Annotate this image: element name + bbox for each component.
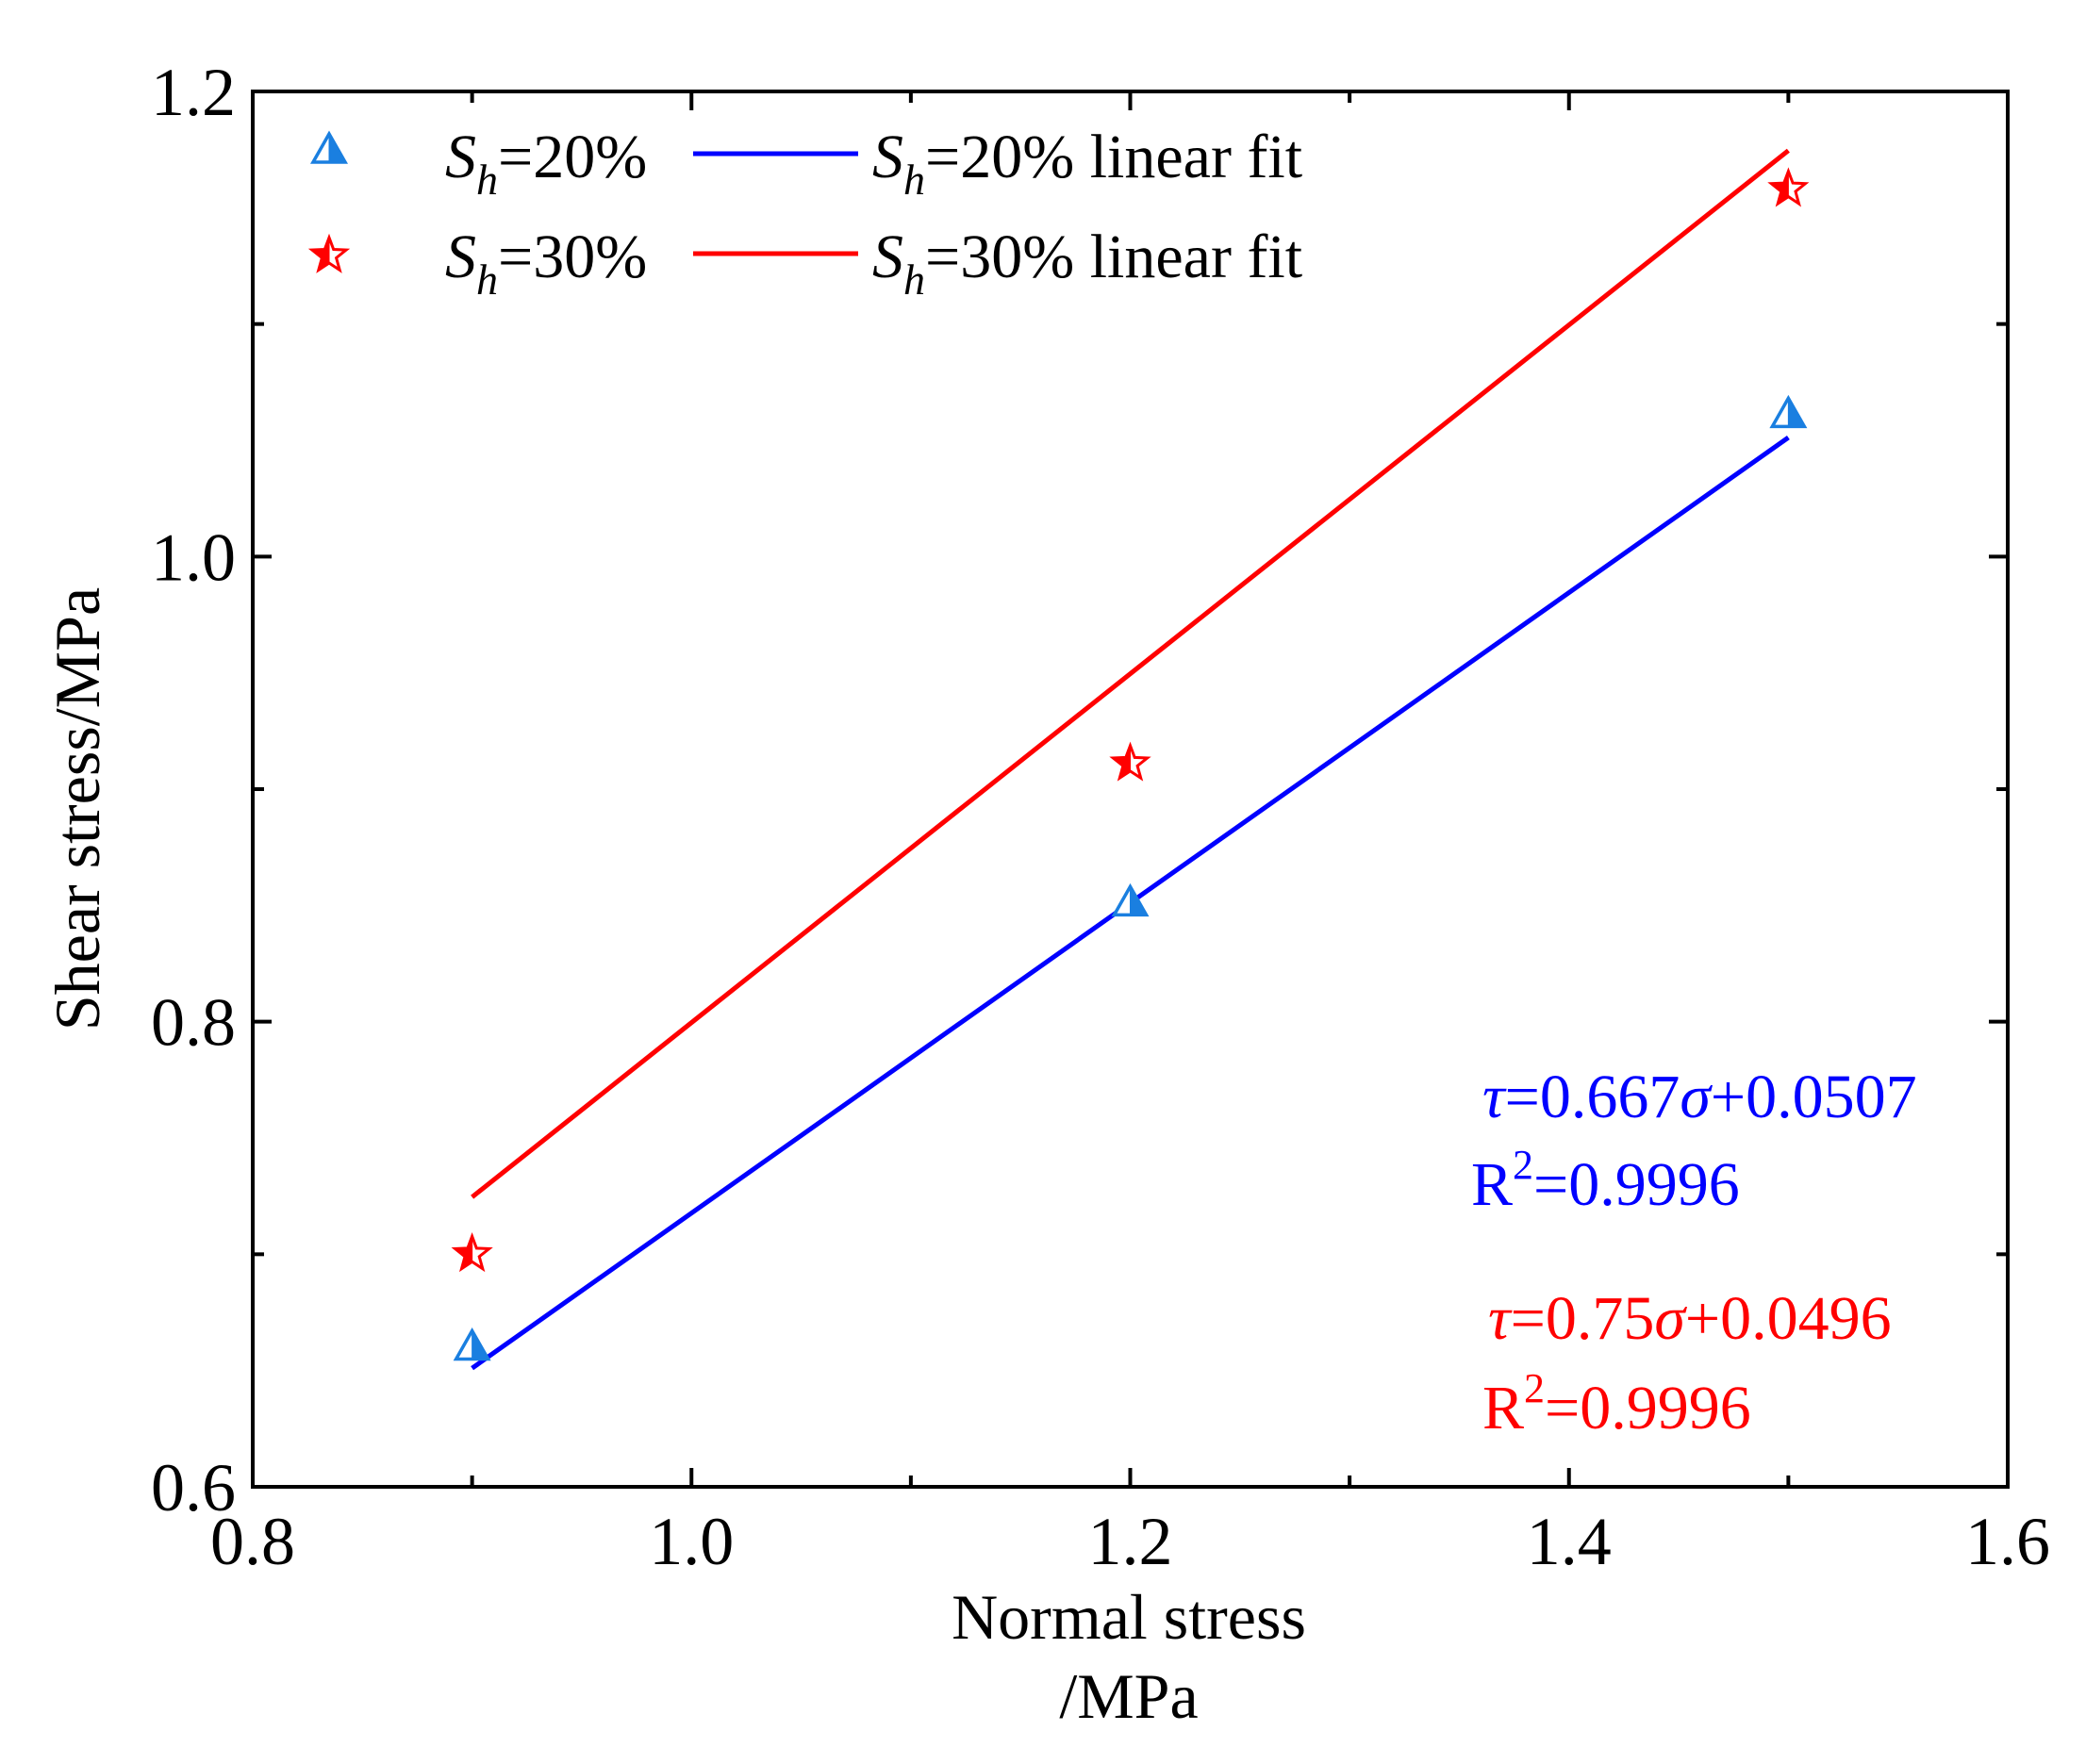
y-tick-label: 0.8 [151, 985, 236, 1061]
data-point-triangle-1 [1111, 882, 1150, 917]
legend-var: S [445, 123, 476, 191]
equation-sh20: τ=0.667σ+0.0507 R2=0.9996 [1471, 1063, 1917, 1219]
legend-sub: h [903, 156, 925, 204]
slope-text: =0.75 [1511, 1284, 1655, 1353]
x-tick-label: 1.4 [1527, 1504, 1612, 1579]
r-letter: R [1482, 1374, 1524, 1443]
data-point-star-1 [1109, 741, 1151, 782]
sigma-symbol: σ [1680, 1063, 1713, 1131]
star-fill [1112, 745, 1131, 780]
legend-star [307, 233, 351, 273]
legend-label-sh20: Sh=20% [445, 123, 647, 204]
legend-sub: h [903, 256, 925, 304]
data-point-triangle-2 [1769, 394, 1808, 429]
tau-symbol: τ [1482, 1063, 1507, 1131]
x-tick-label: 0.8 [210, 1504, 295, 1579]
legend-rest: =20% [498, 123, 647, 191]
legend-var: S [872, 123, 903, 191]
r-value: =0.9996 [1545, 1374, 1751, 1443]
legend-rest: =30% linear fit [925, 223, 1302, 291]
triangle-fill [1787, 396, 1806, 427]
r-squared: R2=0.9996 [1471, 1142, 1740, 1219]
equation-sh30: τ=0.75σ+0.0496 R2=0.9996 [1482, 1284, 1892, 1443]
intercept-text: +0.0496 [1685, 1284, 1892, 1353]
axis-ticks: 0.8 1.0 1.2 1.4 1.60.60.81.01.2 [151, 55, 2050, 1579]
triangle-fill [472, 1328, 489, 1360]
r-superscript: 2 [1524, 1365, 1545, 1411]
legend-fit-label-sh20: Sh=20% linear fit [872, 123, 1302, 204]
slope-text: =0.667 [1505, 1063, 1680, 1131]
r-letter: R [1471, 1150, 1513, 1219]
r-value: =0.9996 [1533, 1150, 1740, 1219]
equation-line: τ=0.667σ+0.0507 [1482, 1063, 1917, 1131]
legend-triangle [309, 130, 349, 164]
legend-marker-triangle [309, 130, 349, 164]
legend: Sh=20% Sh=20% linear fit Sh=30% Sh=30% l… [307, 123, 1302, 304]
legend-label-sh30: Sh=30% [445, 223, 647, 304]
x-tick-label: 1.2 [1088, 1504, 1173, 1579]
legend-sub: h [476, 256, 498, 304]
fit-line-series-1 [471, 148, 1790, 1199]
legend-marker-star [307, 233, 351, 273]
sigma-symbol: σ [1654, 1284, 1687, 1353]
x-tick-label: 1.0 [649, 1504, 734, 1579]
triangle-fill [1130, 884, 1148, 915]
data-point-star-2 [1767, 167, 1810, 207]
data-point-star-0 [451, 1232, 493, 1273]
y-tick-label: 1.2 [151, 55, 236, 130]
legend-rest: =30% [498, 223, 647, 291]
legend-fit-label-sh30: Sh=30% linear fit [872, 223, 1302, 304]
y-tick-label: 0.6 [151, 1450, 236, 1525]
star-fill [1769, 171, 1791, 206]
legend-var: S [872, 223, 903, 291]
tau-symbol: τ [1488, 1284, 1513, 1353]
star-fill [454, 1236, 473, 1270]
r-superscript: 2 [1513, 1142, 1533, 1188]
x-tick-label: 1.6 [1965, 1504, 2050, 1579]
x-axis-title-unit: /MPa [1059, 1660, 1198, 1732]
legend-rest: =20% linear fit [925, 123, 1302, 191]
plot-frame [251, 90, 2010, 1489]
star-fill [310, 237, 330, 272]
legend-var: S [445, 223, 476, 291]
triangle-fill [328, 132, 346, 163]
r-squared: R2=0.9996 [1482, 1365, 1751, 1443]
intercept-text: +0.0507 [1711, 1063, 1917, 1131]
y-axis-title: Shear stress/MPa [41, 587, 113, 1030]
y-tick-label: 1.0 [151, 519, 236, 595]
data-point-triangle-0 [453, 1327, 491, 1361]
data-markers [451, 167, 1810, 1361]
x-axis-title: Normal stress [952, 1581, 1306, 1653]
equation-line: τ=0.75σ+0.0496 [1488, 1284, 1892, 1353]
legend-sub: h [476, 156, 498, 204]
